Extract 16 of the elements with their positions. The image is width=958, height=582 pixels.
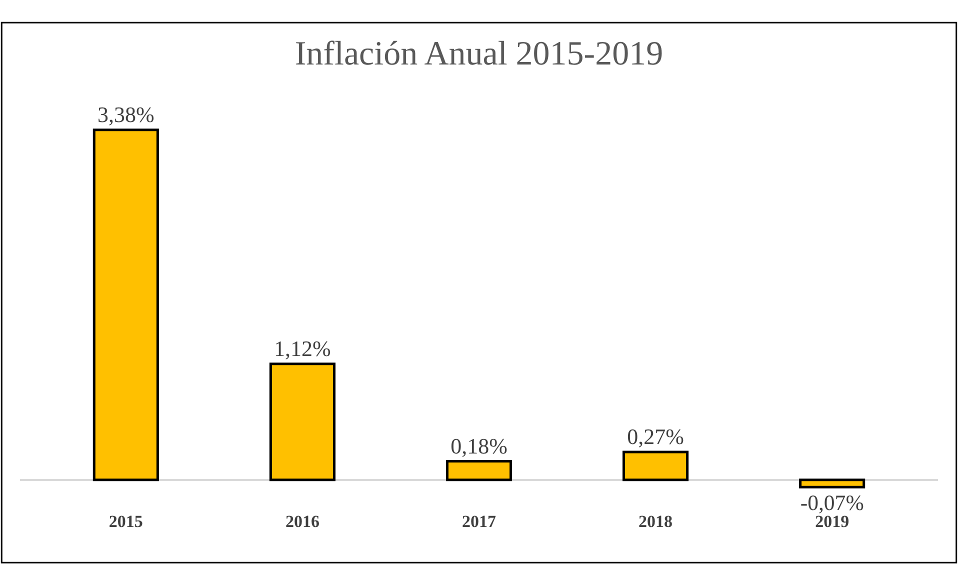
- data-label: 0,18%: [450, 433, 508, 458]
- x-tick-label: 2017: [462, 512, 496, 531]
- data-label: 0,27%: [627, 424, 684, 449]
- x-tick-label: 2019: [815, 512, 850, 531]
- bar: [269, 362, 336, 482]
- chart-title: Inflación Anual 2015-2019: [294, 36, 664, 73]
- bar: [92, 128, 159, 482]
- x-tick-label: 2016: [285, 512, 320, 531]
- data-label: 3,38%: [98, 102, 154, 127]
- bar: [799, 478, 866, 488]
- bar: [446, 460, 512, 482]
- bar: [622, 450, 689, 482]
- x-tick-label: 2015: [108, 512, 143, 531]
- data-label: -0,07%: [800, 490, 864, 515]
- data-label: 1,12%: [274, 336, 331, 361]
- x-tick-label: 2018: [638, 512, 673, 531]
